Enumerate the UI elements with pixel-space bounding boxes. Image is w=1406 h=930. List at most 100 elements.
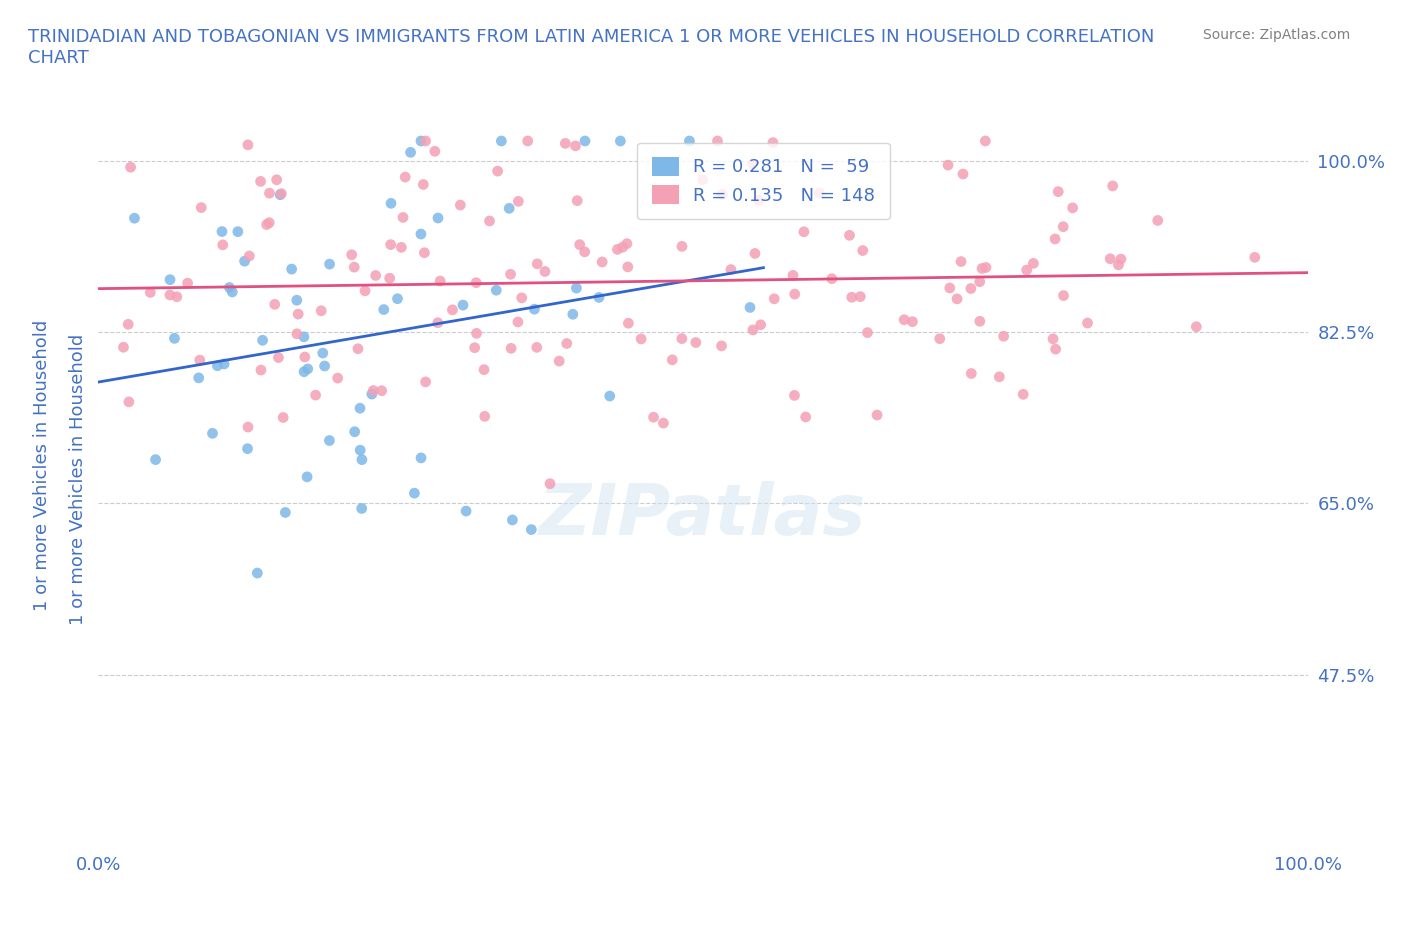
Point bbox=[685, 335, 707, 350]
Point bbox=[606, 242, 628, 257]
Point bbox=[427, 210, 450, 225]
Point bbox=[1022, 256, 1045, 271]
Point bbox=[782, 268, 804, 283]
Point bbox=[936, 158, 959, 173]
Point bbox=[280, 261, 302, 276]
Point bbox=[612, 240, 634, 255]
Point bbox=[478, 214, 501, 229]
Point bbox=[1076, 315, 1098, 330]
Point bbox=[838, 228, 860, 243]
Point bbox=[946, 291, 969, 306]
Point bbox=[516, 134, 538, 149]
Point bbox=[304, 388, 326, 403]
Point bbox=[762, 135, 785, 150]
Point bbox=[271, 410, 294, 425]
Point bbox=[1243, 250, 1265, 265]
Point bbox=[893, 312, 915, 327]
Text: Source: ZipAtlas.com: Source: ZipAtlas.com bbox=[1202, 28, 1350, 42]
Point bbox=[474, 409, 496, 424]
Point bbox=[1047, 184, 1070, 199]
Point bbox=[363, 383, 385, 398]
Point bbox=[318, 433, 340, 448]
Point bbox=[270, 186, 292, 201]
Point bbox=[901, 314, 924, 329]
Text: TRINIDADIAN AND TOBAGONIAN VS IMMIGRANTS FROM LATIN AMERICA 1 OR MORE VEHICLES I: TRINIDADIAN AND TOBAGONIAN VS IMMIGRANTS… bbox=[28, 28, 1154, 67]
Point bbox=[297, 362, 319, 377]
Point bbox=[1012, 387, 1035, 402]
Point bbox=[988, 369, 1011, 384]
Point bbox=[274, 505, 297, 520]
Point bbox=[506, 314, 529, 329]
Point bbox=[378, 271, 401, 286]
Point bbox=[548, 353, 571, 368]
Point bbox=[404, 485, 426, 500]
Point bbox=[783, 286, 806, 301]
Point bbox=[409, 450, 432, 465]
Point bbox=[1109, 252, 1132, 267]
Point bbox=[952, 166, 974, 181]
Point bbox=[190, 200, 212, 215]
Point bbox=[1062, 200, 1084, 215]
Point bbox=[269, 187, 291, 202]
Point bbox=[501, 512, 523, 527]
Point bbox=[266, 172, 288, 187]
Point bbox=[159, 287, 181, 302]
Point bbox=[671, 331, 693, 346]
Point bbox=[465, 326, 488, 340]
Point bbox=[257, 215, 280, 230]
Point bbox=[233, 254, 256, 269]
Point bbox=[738, 300, 761, 315]
Point bbox=[783, 388, 806, 403]
Point bbox=[207, 358, 229, 373]
Point bbox=[960, 366, 983, 381]
Point bbox=[969, 274, 991, 289]
Point bbox=[465, 275, 488, 290]
Point bbox=[343, 424, 366, 439]
Point bbox=[145, 452, 167, 467]
Point bbox=[661, 352, 683, 367]
Y-axis label: 1 or more Vehicles in Household: 1 or more Vehicles in Household bbox=[69, 333, 87, 625]
Point bbox=[415, 375, 437, 390]
Point bbox=[993, 329, 1015, 344]
Point bbox=[1043, 232, 1066, 246]
Point bbox=[464, 340, 486, 355]
Point bbox=[370, 383, 392, 398]
Point bbox=[117, 317, 139, 332]
Point bbox=[212, 356, 235, 371]
Point bbox=[139, 285, 162, 299]
Point bbox=[349, 401, 371, 416]
Point bbox=[201, 426, 224, 441]
Point bbox=[236, 441, 259, 456]
Point bbox=[852, 243, 875, 258]
Point bbox=[176, 275, 198, 290]
Point bbox=[250, 363, 273, 378]
Point bbox=[312, 346, 335, 361]
Point bbox=[259, 186, 281, 201]
Point bbox=[652, 416, 675, 431]
Point bbox=[423, 144, 446, 159]
Point bbox=[211, 224, 233, 239]
Point bbox=[617, 316, 640, 331]
Point bbox=[318, 257, 340, 272]
Point bbox=[1099, 251, 1122, 266]
Point bbox=[609, 134, 631, 149]
Point bbox=[849, 289, 872, 304]
Point bbox=[1052, 219, 1074, 234]
Point bbox=[969, 313, 991, 328]
Point bbox=[856, 326, 879, 340]
Point bbox=[380, 237, 402, 252]
Point bbox=[392, 210, 415, 225]
Point bbox=[742, 323, 765, 338]
Point bbox=[561, 307, 583, 322]
Point bbox=[112, 339, 135, 354]
Point bbox=[866, 407, 889, 422]
Point bbox=[568, 237, 591, 252]
Legend: R = 0.281   N =  59, R = 0.135   N = 148: R = 0.281 N = 59, R = 0.135 N = 148 bbox=[637, 142, 890, 219]
Point bbox=[1185, 319, 1208, 334]
Point bbox=[538, 476, 561, 491]
Point bbox=[523, 301, 546, 316]
Point bbox=[221, 285, 243, 299]
Point bbox=[763, 291, 786, 306]
Point bbox=[349, 443, 371, 458]
Point bbox=[360, 387, 382, 402]
